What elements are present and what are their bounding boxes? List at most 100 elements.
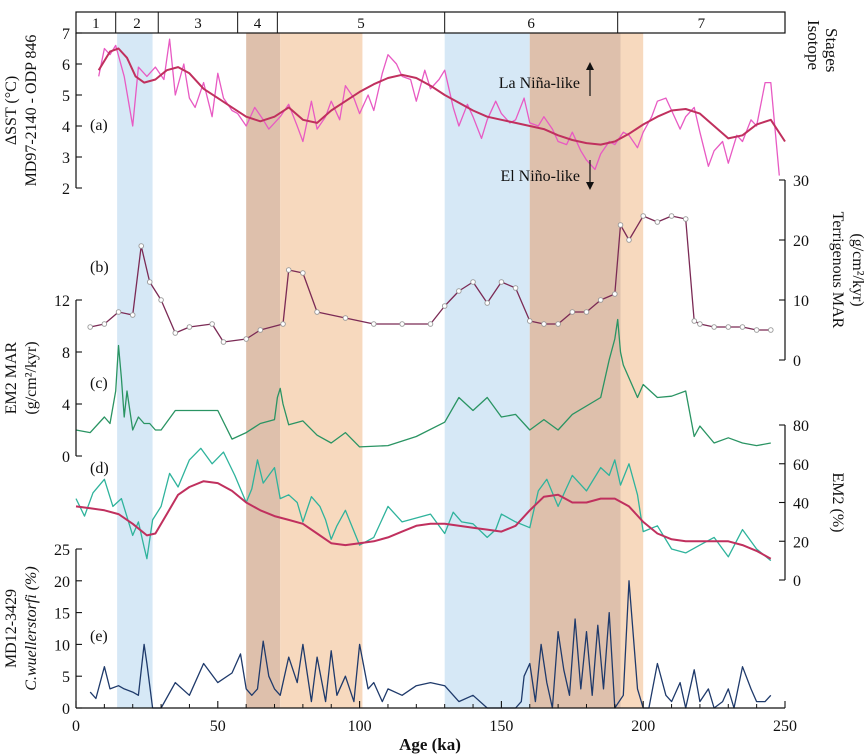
stage-bar-frame	[75, 11, 786, 34]
chart-panels: 2 3 4 5 6 7 ΔSST (°C) MD97-2140 - ODP 846 (a) La …	[3, 26, 865, 718]
x-axis: 0 50 100 150 200 250 Age (ka)	[72, 701, 797, 754]
panel-b-point	[138, 243, 144, 249]
panel-b-point	[257, 327, 264, 333]
panel-c-tick-label: 4	[62, 397, 70, 414]
panel-b-point	[342, 315, 349, 321]
panel-d-tick-label: 60	[793, 457, 809, 474]
panel-b-point	[209, 321, 215, 327]
stage-label-3: 3	[194, 16, 202, 32]
panel-b-point	[146, 279, 153, 285]
panel-d-tick-label: 0	[793, 573, 801, 590]
panel-a-raw-line	[98, 38, 780, 176]
stage-label-7: 7	[698, 16, 706, 32]
panel-c-raw-line	[75, 318, 771, 448]
panel-a-tick-label: 3	[62, 150, 70, 167]
panel-b: 0 10 20 30 Terrigenous MAR (g/cm²/kyr) (b)	[87, 173, 865, 370]
panel-d: 0 20 40 60 80 EM2 (%) (d)	[75, 418, 846, 590]
panel-b-point	[569, 309, 576, 315]
panel-b-point	[220, 339, 227, 345]
panel-c-ylabel-line2: (g/cm²/kyr)	[23, 341, 40, 414]
panel-b-point	[753, 327, 760, 333]
panel-b-tick-label: 0	[793, 353, 801, 370]
panel-e-tick-label: 20	[54, 574, 70, 591]
panel-e-tick-label: 10	[54, 637, 70, 654]
panel-b-point	[541, 321, 547, 327]
panel-b-point	[280, 321, 286, 327]
panel-b-point	[484, 300, 490, 306]
panel-a-tick-label: 7	[62, 26, 70, 43]
panel-b-point	[697, 321, 703, 327]
panel-b-point	[101, 321, 108, 327]
stage-label-1: 1	[92, 16, 100, 32]
panel-b-point	[300, 270, 306, 276]
panel-b-ylabel-line2: (g/cm²/kyr)	[849, 233, 865, 306]
panel-b-point	[691, 318, 697, 324]
panel-c-tick-label: 8	[62, 345, 70, 362]
panel-e: 0 5 10 15 20 25 MD12-3429 C.wuellerstorfi (%) (e…	[3, 542, 772, 718]
panel-a-smooth-line	[97, 47, 786, 146]
panel-b-point	[527, 318, 533, 324]
panel-e-raw-line	[89, 580, 772, 709]
panel-b-tick-label: 10	[793, 293, 809, 310]
panel-b-point	[668, 213, 675, 219]
panel-b-point	[682, 216, 689, 222]
panel-b-point	[711, 324, 717, 330]
panel-b-point	[512, 285, 519, 291]
panel-b-point	[87, 324, 93, 330]
panel-b-point	[555, 321, 561, 327]
stage-label-2: 2	[133, 16, 141, 32]
panel-b-ylabel-line1: Terrigenous MAR	[829, 212, 846, 329]
panel-c-tick-label: 0	[62, 449, 70, 466]
panel-b-point	[186, 324, 193, 330]
shading-band-5	[529, 33, 621, 708]
panel-b-point	[158, 297, 164, 303]
panel-b-point	[654, 219, 661, 225]
panel-b-point	[314, 309, 320, 315]
panel-e-tick-label: 15	[54, 606, 70, 623]
panel-b-tick-label: 20	[793, 233, 809, 250]
panel-d-tick-label: 40	[793, 496, 809, 513]
x-tick-label: 0	[72, 718, 80, 735]
shading-band-6	[620, 33, 644, 708]
panel-b-point	[285, 267, 292, 273]
x-ticks: 0 50 100 150 200 250	[72, 701, 797, 735]
stage-label-4: 4	[254, 16, 262, 32]
panel-d-letter: (d)	[90, 460, 109, 477]
panel-a-ylabel-line2: MD97-2140 - ODP 846	[23, 35, 40, 187]
panel-b-point	[583, 309, 590, 315]
panel-d-tick-label: 20	[793, 534, 809, 551]
panel-a-tick-label: 5	[62, 88, 70, 105]
panel-c: 0 4 8 12 EM2 MAR (g/cm²/kyr) (c)	[3, 293, 771, 466]
panel-a-ylabel-line1: ΔSST (°C)	[3, 76, 20, 145]
panel-b-tick-label: 30	[793, 173, 809, 190]
x-tick-label: 150	[489, 718, 513, 735]
panel-b-point	[597, 297, 604, 303]
panel-b-point	[172, 330, 179, 336]
x-axis-label: Age (ka)	[399, 735, 461, 754]
panel-b-point	[470, 279, 476, 285]
arrow-up-icon-head	[586, 62, 594, 70]
panel-d-ylabel-line1: EM2 (%)	[829, 473, 846, 533]
panel-b-point	[498, 279, 505, 285]
panel-b-point	[427, 321, 434, 327]
panel-b-point	[243, 336, 249, 342]
panel-b-point	[612, 291, 618, 297]
shading-bands	[117, 33, 644, 708]
panel-e-tick-label: 0	[62, 701, 70, 718]
panel-b-point	[617, 222, 624, 228]
panel-b-point	[371, 321, 377, 327]
isotope-stages-title-line2: Stages	[822, 28, 841, 72]
panel-e-tick-label: 25	[54, 542, 70, 559]
annotation-la-nina: La Niña-like	[499, 75, 580, 92]
panel-b-point	[115, 309, 122, 315]
panel-b-point	[725, 324, 732, 330]
panel-a-tick-label: 2	[62, 181, 70, 198]
panel-a-letter: (a)	[90, 117, 108, 134]
panel-d-smooth-line	[75, 480, 772, 560]
panel-a: 2 3 4 5 6 7 ΔSST (°C) MD97-2140 - ODP 846 (a) La …	[3, 26, 786, 198]
stage-label-6: 6	[527, 16, 535, 32]
panel-b-point	[739, 324, 746, 330]
x-tick-label: 200	[631, 718, 655, 735]
x-tick-label: 250	[773, 718, 797, 735]
